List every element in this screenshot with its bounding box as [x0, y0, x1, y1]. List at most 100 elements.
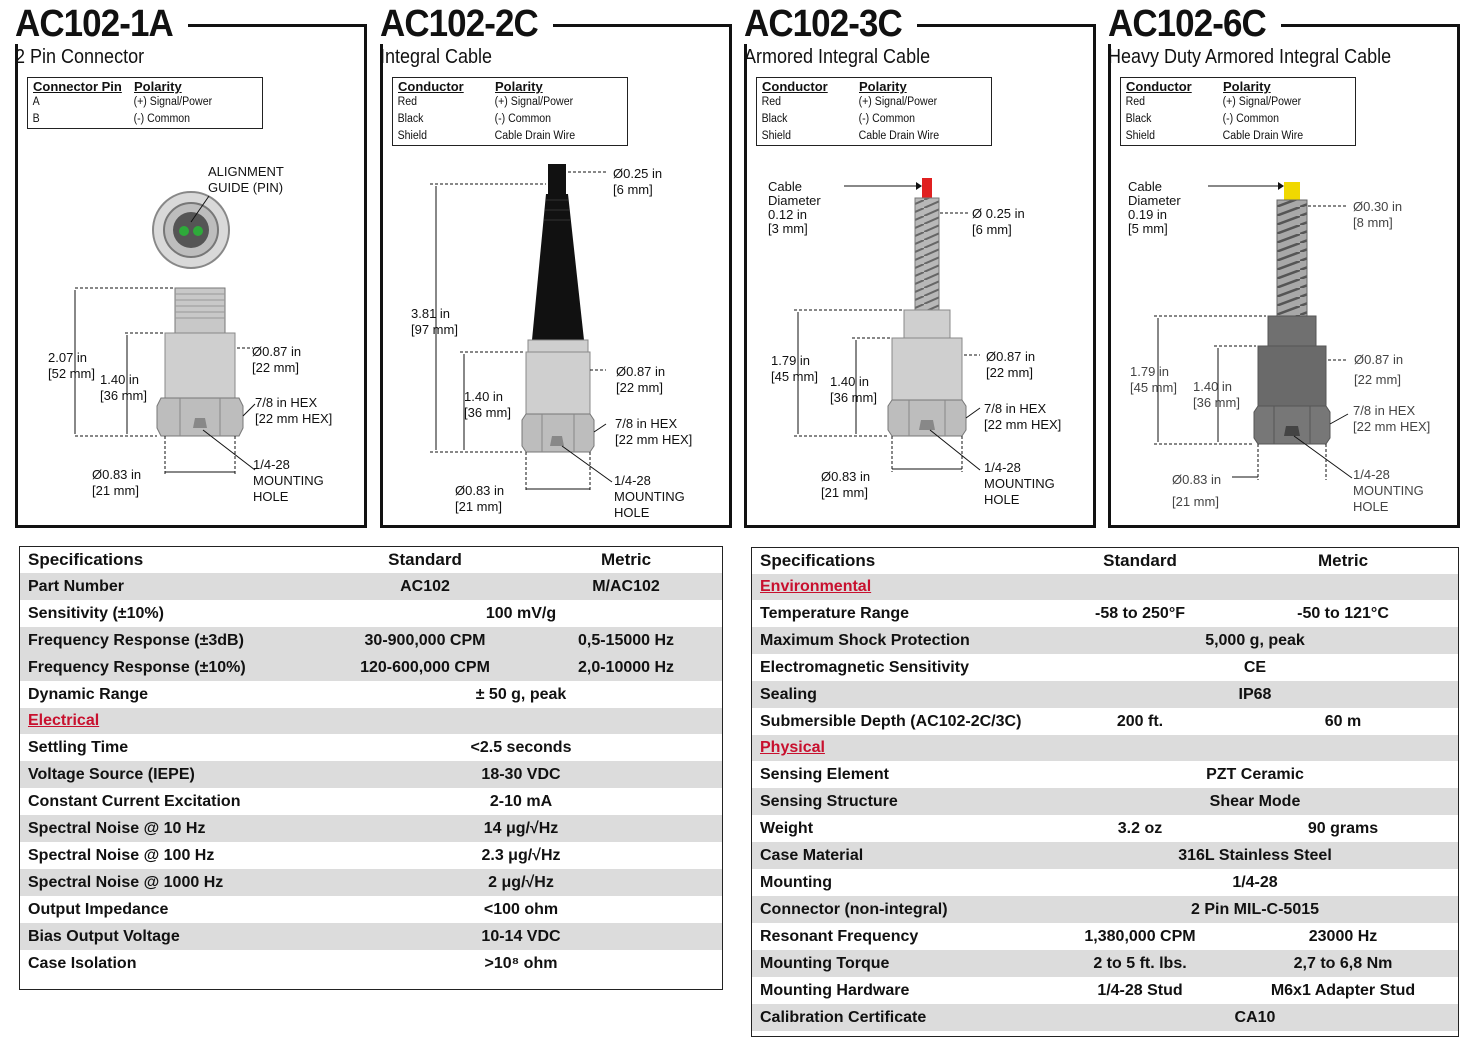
spec-row: Part Number AC102 M/AC102 — [20, 573, 722, 600]
spec-label: Spectral Noise @ 1000 Hz — [20, 869, 320, 896]
label-hex: 7/8 in HEX [22 mm HEX] — [1353, 403, 1431, 434]
spec-row: Resonant Frequency 1,380,000 CPM 23000 Hz — [752, 923, 1458, 950]
spec-label: Settling Time — [28, 738, 129, 756]
spec-header-row: Specifications Standard Metric — [752, 548, 1458, 574]
spec-value-metric: 2,0-10000 Hz — [530, 654, 722, 681]
spec-label: Maximum Shock Protection — [752, 627, 1052, 654]
spec-value: >10⁸ ohm — [484, 954, 558, 972]
conductor-table-cell: Red — [397, 96, 418, 108]
label-height: 2.07 in [52 mm] — [48, 350, 95, 381]
spec-row: Constant Current Excitation 2-10 mA — [20, 788, 722, 815]
conductor-table-cell: Cable Drain Wire — [1222, 130, 1304, 142]
spec-value: IP68 — [1052, 681, 1458, 708]
sensor-drawing-armored-cable — [794, 178, 981, 472]
pin-table-cell: A — [32, 96, 40, 108]
label-body-height: 1.40 in [36 mm] — [464, 389, 511, 420]
spec-row: Dynamic Range ± 50 g, peak — [20, 681, 722, 708]
spec-value: Shear Mode — [1052, 788, 1458, 815]
section-label: Environmental — [760, 578, 872, 595]
spec-value: CA10 — [1052, 1004, 1458, 1031]
label-body-height: 1.40 in [36 mm] — [1193, 379, 1240, 410]
conductor-table-header: Conductor — [762, 79, 828, 94]
spec-label: Weight — [760, 819, 814, 837]
spec-row: Mounting Torque 2 to 5 ft. lbs. 2,7 to 6,8… — [752, 950, 1458, 977]
spec-row: Sensing Structure Shear Mode — [752, 788, 1458, 815]
spec-row: Bias Output Voltage 10-14 VDC — [20, 923, 722, 950]
conductor-table-cell: Black — [397, 113, 424, 125]
spec-label: Mounting Torque — [752, 950, 1052, 977]
spec-label: Mounting — [760, 873, 832, 891]
spec-label: Part Number — [20, 573, 320, 600]
spec-row: Submersible Depth (AC102-2C/3C) 200 ft. 60… — [752, 708, 1458, 735]
label-hex: 7/8 in HEX [22 mm HEX] — [984, 401, 1062, 432]
red-conductor-icon — [922, 178, 932, 198]
pin-b-icon — [193, 226, 203, 236]
spec-value: 5,000 g, peak — [1052, 627, 1458, 654]
label-cable-diameter: Cable Diameter 0.19 in [5 mm] — [1128, 179, 1181, 236]
spec-row: Frequency Response (±10%) 120-600,000 CPM… — [20, 654, 722, 681]
conductor-table-cell: Shield — [1125, 130, 1156, 142]
spec-row: Mounting 1/4-28 — [752, 869, 1458, 896]
label-mounting-hole: 1/4-28 MOUNTING HOLE — [1353, 467, 1424, 514]
spec-row: Mounting Hardware 1/4-28 Stud M6x1 Adapter… — [752, 977, 1458, 1004]
pin-table: Connector Pin Polarity A (+) Signal/Power … — [27, 77, 263, 129]
spec-value-standard: 2 to 5 ft. lbs. — [1052, 950, 1228, 977]
spec-label: Sensing Element — [760, 765, 889, 783]
spec-value-metric: M/AC102 — [530, 573, 722, 600]
pin-table-cell: B — [32, 113, 40, 125]
spec-row: Voltage Source (IEPE) 18-30 VDC — [20, 761, 722, 788]
pin-table-cell: (+) Signal/Power — [133, 96, 213, 108]
model-title: AC102-2C — [380, 4, 544, 44]
conductor-table-cell: Red — [1125, 96, 1146, 108]
spec-value: <2.5 seconds — [470, 738, 572, 756]
sensor-drawing-connector — [74, 191, 256, 475]
conductor-table-cell: Black — [761, 113, 788, 125]
label-base: Ø0.83 in [21 mm] — [92, 467, 142, 498]
spec-row: Electromagnetic Sensitivity CE — [752, 654, 1458, 681]
sensor-drawing-heavy-armored-cable — [1154, 182, 1353, 480]
spec-value: 10-14 VDC — [320, 923, 722, 950]
spec-section-title: Environmental — [752, 574, 1458, 600]
spec-value: ± 50 g, peak — [475, 685, 567, 703]
model-subtitle: Heavy Duty Armored Integral Cable — [1108, 46, 1392, 68]
spec-header-cell: Standard — [388, 550, 462, 569]
section-label: Electrical — [28, 712, 100, 729]
spec-label: Dynamic Range — [28, 685, 149, 703]
spec-label: Voltage Source (IEPE) — [20, 761, 320, 788]
label-base: Ø0.83 in [21 mm] — [821, 469, 871, 500]
spec-label: Sensing Structure — [752, 788, 1052, 815]
spec-table: Specifications Standard Metric Part Number A… — [20, 547, 722, 977]
label-height: 3.81 in [97 mm] — [411, 306, 458, 337]
conductor-table-header: Conductor — [398, 79, 464, 94]
spec-value-standard: 1/4-28 Stud — [1097, 981, 1183, 999]
conductor-table-cell: Red — [761, 96, 782, 108]
conductor-table-cell: (-) Common — [1222, 113, 1280, 125]
spec-table: Specifications Standard Metric Environmenta… — [752, 548, 1458, 1031]
label-diameter: Ø0.87 in [22 mm] — [252, 344, 302, 375]
conductor-table-cell: (-) Common — [858, 113, 916, 125]
spec-label: Constant Current Excitation — [28, 792, 241, 810]
spec-row: Case Material 316L Stainless Steel — [752, 842, 1458, 869]
label-diameter: Ø0.87 in [22 mm] — [986, 349, 1036, 380]
pin-table-header: Polarity — [134, 79, 182, 94]
spec-value-standard: 120-600,000 CPM — [320, 654, 530, 681]
spec-value: 100 mV/g — [485, 604, 557, 622]
spec-row: Maximum Shock Protection 5,000 g, peak — [752, 627, 1458, 654]
spec-table-right: Specifications Standard Metric Environmenta… — [751, 547, 1459, 1037]
spec-header-row: Specifications Standard Metric — [20, 547, 722, 573]
panel-ac102-6c: AC102-6C Heavy Duty Armored Integral Cab… — [1108, 0, 1460, 528]
spec-value-standard: 3.2 oz — [1117, 819, 1163, 837]
model-title: AC102-3C — [744, 4, 908, 44]
panel-ac102-2c: AC102-2C Integral Cable Conductor Polarit… — [380, 0, 732, 528]
spec-header-cell: Metric — [1317, 551, 1369, 570]
conductor-table-cell: Black — [1125, 113, 1152, 125]
label-base: Ø0.83 in [21 mm] — [1172, 472, 1222, 509]
spec-row: Case Isolation >10⁸ ohm — [20, 950, 722, 977]
spec-value-standard: 1,380,000 CPM — [1084, 927, 1196, 945]
spec-row: Temperature Range -58 to 250°F -50 to 121°… — [752, 600, 1458, 627]
section-label: Physical — [760, 739, 825, 756]
spec-value-standard: -58 to 250°F — [1095, 604, 1185, 622]
spec-label: Connector (non-integral) — [752, 896, 1052, 923]
spec-label: Output Impedance — [28, 900, 169, 918]
spec-label: Spectral Noise @ 100 Hz — [28, 846, 215, 864]
